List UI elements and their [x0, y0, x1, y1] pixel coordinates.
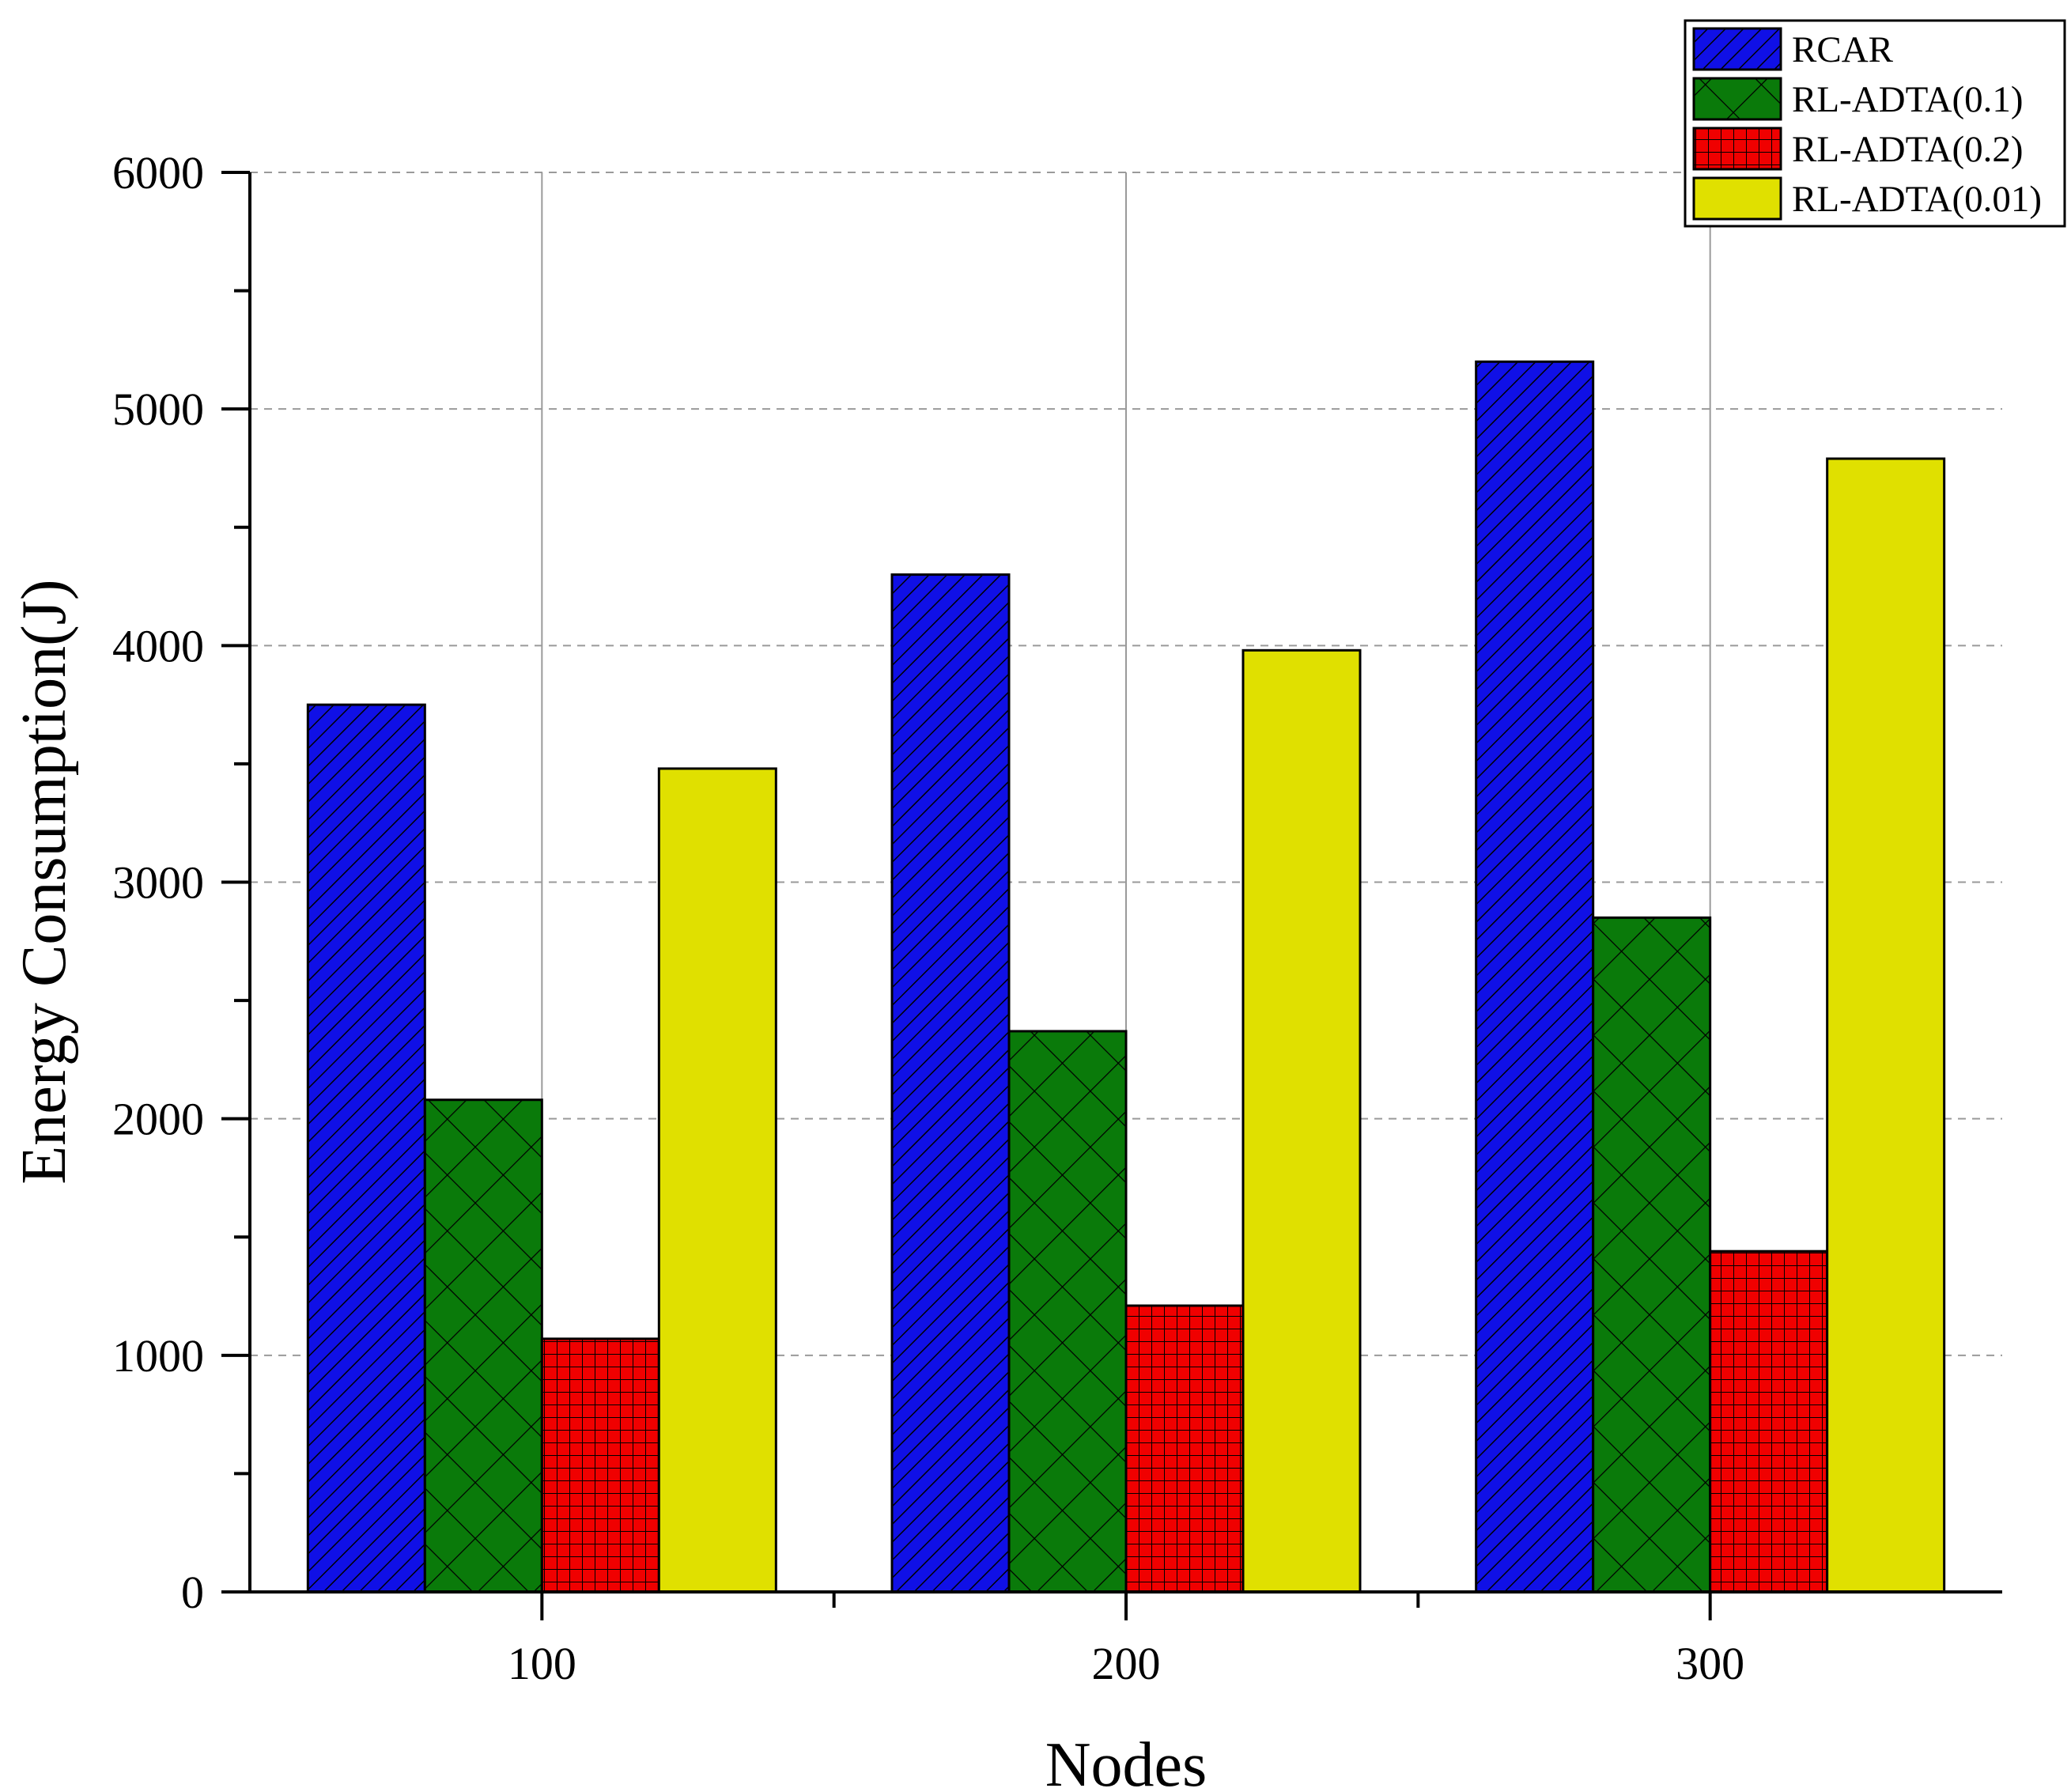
y-tick-label: 0	[181, 1567, 204, 1618]
bar-rcar-100	[306, 703, 426, 1594]
bar-rl-adta-0-2-300	[1709, 1249, 1829, 1594]
legend-label: RCAR	[1792, 29, 1894, 70]
bar-rl-adta-0-1-300	[1592, 916, 1712, 1594]
y-tick-label: 6000	[112, 147, 204, 198]
legend-label: RL-ADTA(0.2)	[1792, 129, 2024, 170]
legend-swatch	[1692, 77, 1782, 121]
x-axis-title: Nodes	[1045, 1730, 1207, 1792]
bar-rcar-300	[1475, 360, 1595, 1594]
bar-rl-adta-0-2-100	[540, 1337, 660, 1594]
y-tick-label: 3000	[112, 857, 204, 909]
bar-rl-adta-0-2-200	[1124, 1304, 1245, 1594]
legend-swatch	[1692, 127, 1782, 171]
bar-rl-adta-0-01-200	[1241, 648, 1362, 1594]
legend-swatch	[1692, 176, 1782, 221]
bar-rcar-200	[890, 573, 1011, 1594]
legend-label: RL-ADTA(0.01)	[1792, 179, 2042, 220]
y-tick-label: 1000	[112, 1330, 204, 1382]
y-axis-title: Energy Consumption(J)	[9, 579, 79, 1184]
x-tick-label: 100	[508, 1638, 576, 1689]
bar-rl-adta-0-1-100	[423, 1098, 543, 1594]
bars-layer	[306, 360, 1946, 1594]
bar-rl-adta-0-01-300	[1826, 457, 1946, 1594]
x-tick-label: 200	[1092, 1638, 1161, 1689]
legend-swatch	[1692, 27, 1782, 71]
x-tick-label: 300	[1676, 1638, 1744, 1689]
y-tick-label: 5000	[112, 384, 204, 435]
y-tick-label: 2000	[112, 1094, 204, 1145]
legend-label: RL-ADTA(0.1)	[1792, 79, 2024, 120]
axes-layer: 0 1000 2000 3000 4000 5000 6000 100 200 300	[112, 147, 2002, 1689]
bar-rl-adta-0-01-100	[657, 767, 777, 1594]
legend: RCAR RL-ADTA(0.1) RL-ADTA(0.2) RL-ADTA(0.01…	[1684, 19, 2066, 228]
y-tick-label: 4000	[112, 620, 204, 671]
bar-rl-adta-0-1-200	[1007, 1030, 1128, 1594]
